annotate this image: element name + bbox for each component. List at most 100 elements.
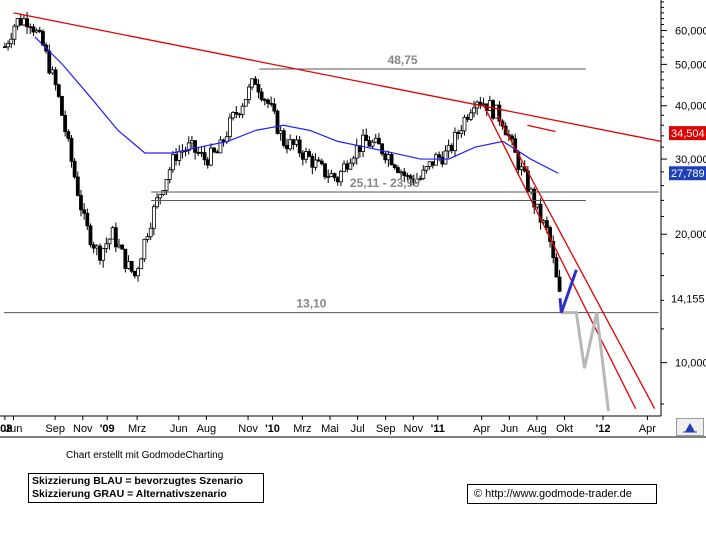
x-tick-label: Mai	[321, 423, 339, 435]
candle-body	[446, 144, 451, 152]
candle-body	[158, 194, 163, 199]
candle-body	[497, 104, 502, 122]
candle-body	[275, 110, 280, 134]
candle-body	[443, 150, 448, 165]
candle-body	[332, 173, 337, 179]
chart-credit: Chart erstellt mit GodmodeCharting	[66, 450, 224, 461]
candle-body	[79, 195, 83, 211]
price-marker-label: 27,789	[671, 168, 705, 180]
x-tick-label: '10	[265, 423, 280, 435]
candle-body	[91, 244, 96, 249]
candle-body	[9, 38, 14, 45]
candle-body	[430, 161, 435, 166]
candle-body	[161, 190, 166, 195]
candle-body	[269, 102, 274, 105]
source-url[interactable]: © http://www.godmode-trader.de	[467, 484, 657, 504]
candle-body	[15, 18, 20, 27]
candle-body	[338, 171, 343, 183]
level-label: 48,75	[388, 53, 418, 67]
candle-body	[304, 151, 308, 160]
candle-body	[519, 166, 524, 171]
candle-body	[402, 171, 407, 176]
candle-body	[472, 107, 476, 114]
candle-body	[529, 188, 533, 193]
trendline	[13, 12, 662, 143]
price-candles	[3, 11, 562, 293]
candle-body	[377, 137, 381, 145]
candle-body	[468, 112, 473, 120]
candle-body	[177, 151, 182, 161]
legend-blue: Skizzierung BLAU = bevorzugtes Szenario	[32, 475, 243, 487]
candle-body	[50, 69, 55, 74]
candle-body	[155, 197, 159, 208]
candle-body	[294, 139, 299, 145]
y-tick-label: 20,000	[675, 229, 706, 241]
x-tick-label: Jun	[170, 423, 188, 435]
candle-body	[259, 91, 264, 100]
candle-body	[28, 26, 33, 29]
price-marker-label: 14,155	[671, 293, 705, 305]
candle-body	[212, 147, 216, 153]
candle-body	[94, 245, 99, 249]
x-tick-label: Apr	[473, 423, 490, 435]
candle-body	[278, 130, 283, 134]
price-marker-box	[669, 126, 706, 141]
candle-body	[285, 144, 289, 150]
candle-body	[424, 166, 429, 171]
candle-body	[196, 151, 201, 154]
x-tick-label: Nov	[73, 423, 93, 435]
chart-navigator-icon[interactable]	[676, 418, 704, 436]
scenario-sketches	[558, 269, 610, 412]
candle-body	[41, 31, 45, 46]
candle-body	[126, 260, 131, 269]
candle-body	[281, 130, 286, 146]
candle-body	[205, 159, 210, 166]
candle-body	[370, 141, 375, 147]
candle-body	[139, 258, 144, 270]
candle-body	[72, 160, 77, 178]
scenario-blue	[559, 269, 578, 314]
candle-body	[354, 145, 359, 159]
level-label: 25,11 - 23,99	[350, 176, 420, 190]
candle-body	[247, 86, 251, 100]
candle-body	[82, 209, 87, 214]
candle-body	[465, 116, 470, 120]
x-tick-label: Mrz	[293, 423, 311, 435]
x-tick-label: Sep	[376, 423, 396, 435]
candle-body	[392, 164, 397, 169]
candle-body	[487, 100, 492, 111]
candle-body	[266, 99, 270, 104]
candle-body	[136, 268, 140, 277]
candle-body	[449, 144, 454, 152]
candle-body	[75, 176, 80, 196]
candle-body	[297, 139, 302, 154]
axes: 10,00020,00030,00040,00050,00060,000'08J…	[0, 0, 706, 438]
trendline	[483, 105, 637, 410]
candle-body	[427, 161, 432, 168]
candle-body	[243, 99, 248, 107]
candle-body	[262, 99, 267, 101]
candle-body	[170, 154, 175, 171]
trendlines	[13, 12, 662, 410]
candle-body	[440, 156, 445, 165]
candle-body	[481, 103, 486, 106]
candle-body	[361, 134, 365, 152]
x-tick-label: '12	[596, 423, 611, 435]
candle-body	[351, 157, 356, 164]
candle-body	[434, 154, 438, 166]
candle-body	[209, 147, 213, 166]
x-tick-label: Jun	[500, 423, 518, 435]
candle-body	[272, 103, 277, 112]
candle-body	[300, 152, 305, 160]
candle-body	[129, 260, 134, 272]
candle-body	[389, 154, 394, 166]
candle-body	[98, 245, 102, 261]
candle-body	[554, 257, 559, 278]
candle-body	[399, 171, 403, 174]
y-tick-label: 40,000	[675, 101, 706, 113]
candle-body	[3, 46, 7, 49]
candle-body	[510, 135, 514, 140]
candle-body	[47, 50, 52, 74]
candle-body	[60, 96, 64, 116]
candle-body	[228, 117, 232, 138]
